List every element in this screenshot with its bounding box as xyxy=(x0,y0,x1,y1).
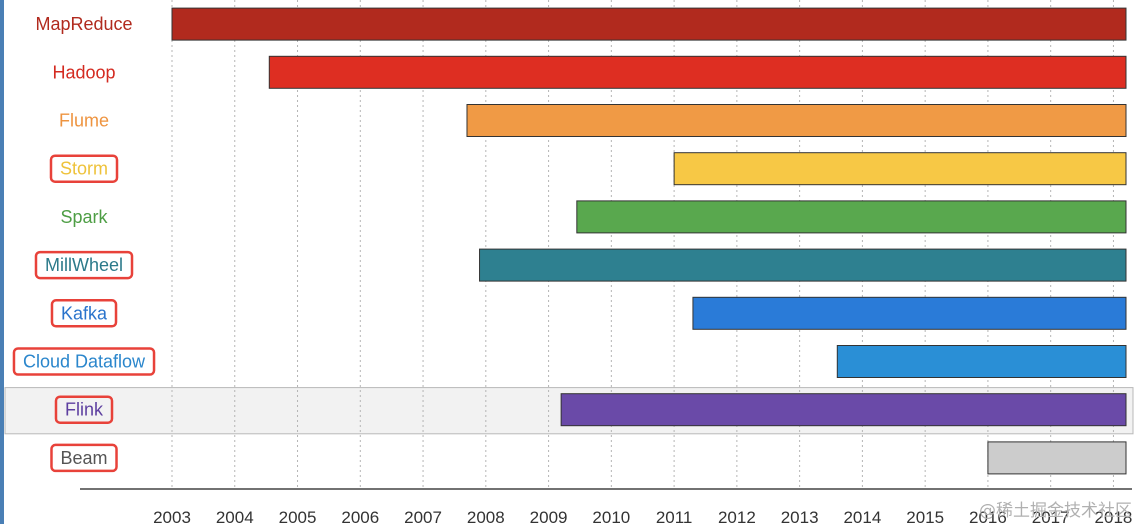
tick-label-2013: 2013 xyxy=(781,508,819,524)
tick-label-2011: 2011 xyxy=(656,508,693,524)
tick-label-2003: 2003 xyxy=(153,508,191,524)
tick-label-2010: 2010 xyxy=(592,508,630,524)
bar-spark xyxy=(576,200,1127,234)
tick-label-2007: 2007 xyxy=(404,508,442,524)
tick-label-2015: 2015 xyxy=(906,508,944,524)
label-box-storm xyxy=(49,154,119,183)
tick-label-2012: 2012 xyxy=(718,508,756,524)
bar-hadoop xyxy=(268,55,1127,89)
bar-millwheel xyxy=(479,248,1127,282)
label-flume: Flume xyxy=(59,111,109,131)
label-box-kafka xyxy=(50,299,118,328)
tick-label-2004: 2004 xyxy=(216,508,254,524)
label-mapreduce: MapReduce xyxy=(35,14,132,34)
bar-flink xyxy=(560,393,1127,427)
label-spark: Spark xyxy=(60,207,108,227)
bar-cloud-dataflow xyxy=(836,345,1127,378)
tick-label-2006: 2006 xyxy=(341,508,379,524)
bar-flume xyxy=(466,104,1127,137)
label-box-millwheel xyxy=(34,250,134,280)
label-box-cloud-dataflow xyxy=(12,347,156,376)
label-flink: Flink xyxy=(65,400,104,420)
watermark: @稀土掘金技术社区 xyxy=(979,501,1132,521)
tick-label-2014: 2014 xyxy=(843,508,881,524)
label-storm: Storm xyxy=(60,159,108,179)
tick-label-2017: 2017 xyxy=(1032,508,1070,524)
label-kafka: Kafka xyxy=(61,303,108,323)
label-box-beam xyxy=(50,443,118,473)
label-cloud-dataflow: Cloud Dataflow xyxy=(23,352,146,372)
tick-label-2005: 2005 xyxy=(279,508,317,524)
bar-mapreduce xyxy=(171,7,1127,41)
left-edge-bar xyxy=(0,0,4,524)
bar-beam xyxy=(987,441,1127,475)
bar-kafka xyxy=(692,296,1127,330)
tick-label-2018: 2018 xyxy=(1095,508,1133,524)
label-hadoop: Hadoop xyxy=(52,62,115,82)
label-box-flink xyxy=(54,395,114,424)
tick-label-2009: 2009 xyxy=(530,508,568,524)
label-beam: Beam xyxy=(60,448,107,468)
bar-storm xyxy=(673,152,1127,186)
tick-label-2016: 2016 xyxy=(969,508,1007,524)
tick-label-2008: 2008 xyxy=(467,508,505,524)
label-millwheel: MillWheel xyxy=(45,255,123,275)
